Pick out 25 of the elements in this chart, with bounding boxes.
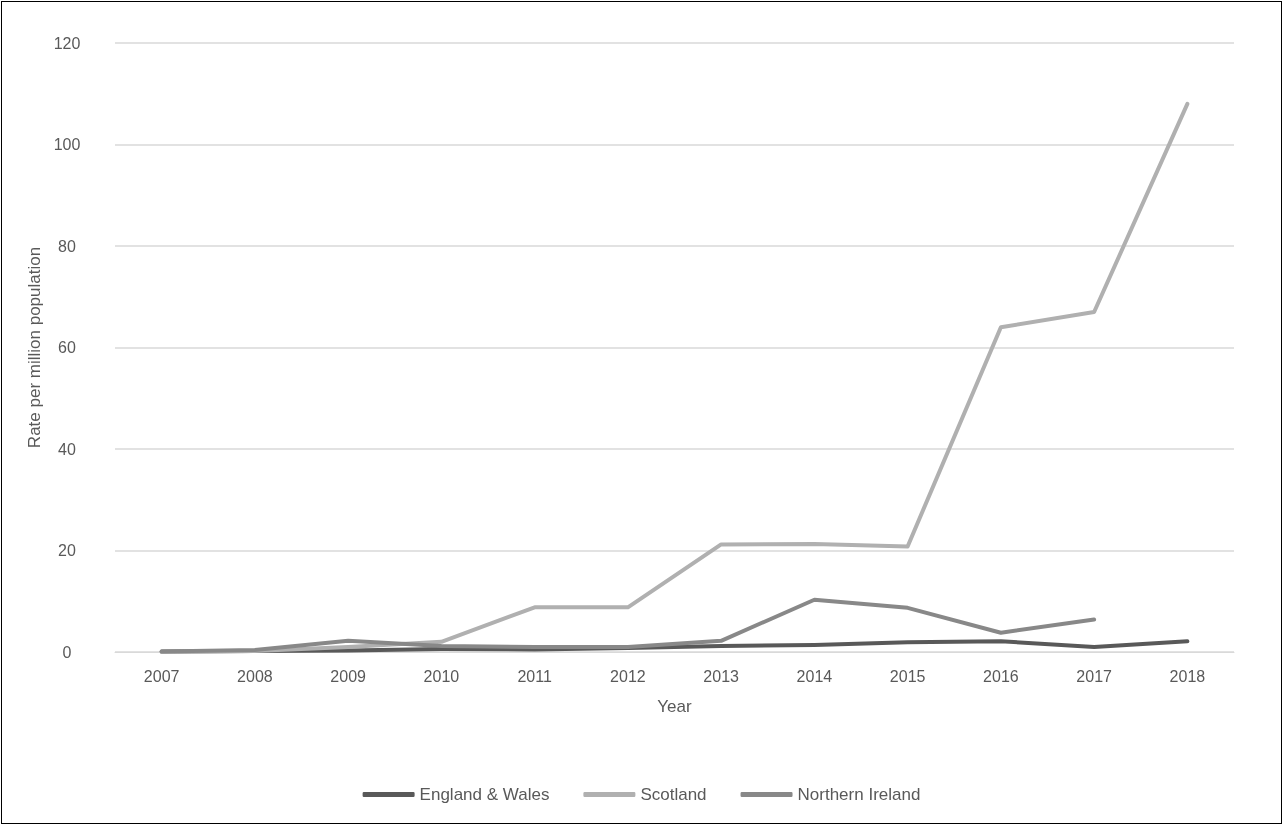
x-tick-label: 2007	[143, 667, 180, 685]
y-axis-title: Rate per million population	[24, 246, 44, 449]
y-tick-label: 120	[53, 34, 81, 52]
x-tick-label: 2014	[796, 667, 833, 685]
x-tick-label: 2016	[983, 667, 1019, 685]
x-tick-label: 2010	[423, 667, 460, 685]
y-tick-label: 80	[58, 237, 76, 255]
y-tick-label: 20	[58, 542, 76, 559]
legend-label: England & Wales	[419, 785, 550, 804]
x-tick-label: 2012	[610, 667, 646, 685]
x-tick-label: 2008	[237, 667, 273, 685]
x-tick-label: 2015	[889, 667, 926, 685]
line-series	[159, 597, 1097, 654]
x-tick-label: 2018	[1169, 667, 1206, 685]
x-tick-label: 2009	[330, 667, 367, 685]
x-tick-label: 2011	[517, 667, 552, 685]
x-axis-title: Year	[657, 697, 693, 716]
legend-label: Scotland	[640, 785, 707, 804]
y-tick-label: 0	[62, 643, 72, 661]
legend-label: Northern Ireland	[797, 785, 921, 804]
y-tick-label: 40	[58, 440, 76, 458]
y-tick-label: 60	[58, 339, 76, 356]
y-tick-label: 100	[53, 136, 81, 153]
x-tick-label: 2017	[1076, 667, 1113, 685]
x-tick-label: 2013	[703, 667, 740, 685]
